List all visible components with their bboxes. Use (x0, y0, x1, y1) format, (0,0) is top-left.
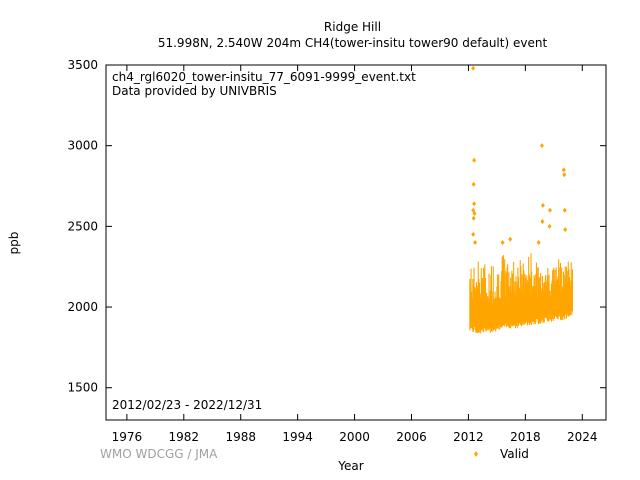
data-point (471, 231, 476, 237)
provider-annotation: Data provided by UNIVBRIS (112, 84, 277, 98)
data-point (540, 219, 545, 225)
x-tick-label: 1988 (225, 430, 256, 444)
legend-marker-icon (474, 451, 478, 457)
data-point (508, 236, 513, 242)
data-point (536, 240, 541, 245)
data-point (472, 210, 477, 216)
y-tick-label: 2000 (67, 300, 98, 314)
y-axis-label: ppb (7, 232, 21, 255)
credit-text: WMO WDCGG / JMA (100, 447, 218, 461)
data-point (539, 143, 544, 149)
y-tick-label: 1500 (67, 381, 98, 395)
data-point (548, 207, 553, 213)
y-tick-label: 3000 (67, 139, 98, 153)
y-tick-label: 2500 (67, 219, 98, 233)
data-point (471, 215, 476, 221)
data-point (562, 207, 567, 213)
x-tick-label: 2012 (453, 430, 484, 444)
y-tick-label: 3500 (67, 58, 98, 72)
data-layer (469, 65, 574, 334)
x-tick-label: 2006 (396, 430, 427, 444)
data-point (472, 157, 477, 163)
x-axis-label: Year (337, 459, 363, 473)
data-point (500, 240, 505, 245)
x-tick-label: 2000 (339, 430, 370, 444)
data-point (471, 65, 476, 71)
x-tick-label: 1994 (282, 430, 313, 444)
axes-layer: 1976 1982 1988 1994 2000 2006 2012 2018 2024 1500… (67, 58, 606, 444)
legend: Valid (474, 447, 529, 461)
data-point (472, 201, 477, 207)
x-tick-label: 1982 (169, 430, 200, 444)
plot-frame (105, 64, 607, 421)
data-point (561, 167, 566, 173)
data-point (473, 240, 478, 245)
data-point (562, 172, 567, 178)
data-point (547, 223, 552, 229)
data-point (563, 227, 568, 233)
data-point (471, 181, 476, 187)
x-tick-label: 1976 (112, 430, 143, 444)
x-tick-label: 2024 (567, 430, 598, 444)
x-tick-label: 2018 (510, 430, 541, 444)
filename-annotation: ch4_rgl6020_tower-insitu_77_6091-9999_ev… (112, 70, 416, 84)
data-point (540, 202, 545, 208)
chart-title: Ridge Hill (323, 20, 382, 34)
legend-label: Valid (500, 447, 529, 461)
date-range-annotation: 2012/02/23 - 2022/12/31 (112, 398, 262, 412)
data-point (471, 207, 476, 213)
chart-subtitle: 51.998N, 2.540W 204m CH4(tower-insitu to… (157, 36, 548, 50)
